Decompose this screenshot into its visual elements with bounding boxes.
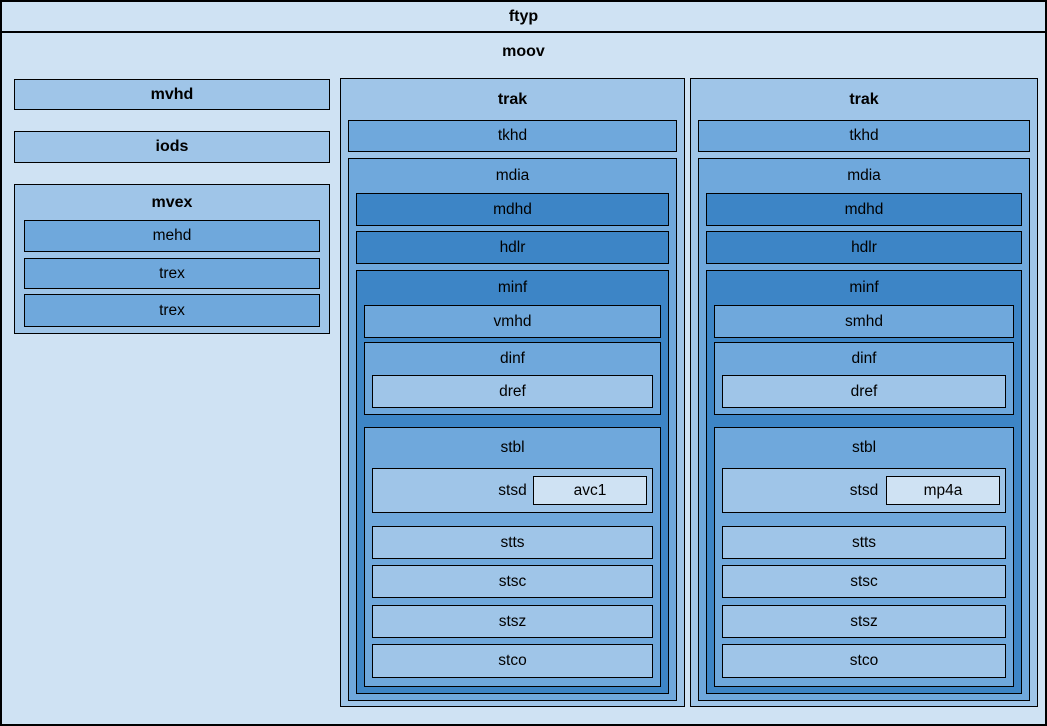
box-iods: iods [14,131,330,163]
box-stts-2: stts [722,526,1006,559]
dinf-1-label: dinf [500,350,525,367]
mehd-label: mehd [152,227,192,244]
box-dref-1: dref [372,375,653,408]
stco-1-label: stco [498,652,527,669]
box-minf-2: minf smhd dinf dref stbl [706,270,1022,694]
minf-1-label: minf [497,279,528,296]
box-stsd-2: stsd mp4a [722,468,1006,513]
box-stsz-1: stsz [372,605,653,638]
box-dref-2: dref [722,375,1006,408]
box-hdlr-2: hdlr [706,231,1022,264]
box-stsd-1: stsd avc1 [372,468,653,513]
box-moov: moov mvhd iods mvex mehd trex [2,33,1045,724]
box-trak-1: trak tkhd mdia mdhd hdlr minf vmhd [340,78,685,707]
box-stco-1: stco [372,644,653,678]
box-avc1: avc1 [533,476,647,505]
box-stsz-2: stsz [722,605,1006,638]
box-stsc-1: stsc [372,565,653,598]
mvhd-label: mvhd [150,85,194,103]
tkhd-1-label: tkhd [497,127,528,144]
dinf-2-label: dinf [851,350,877,367]
stsz-1-label: stsz [498,612,527,630]
vmhd-label: vmhd [493,312,532,330]
box-trex-1: trex [24,258,320,289]
iods-label: iods [155,138,189,155]
box-tkhd-2: tkhd [698,120,1030,152]
box-mdhd-2: mdhd [706,193,1022,226]
trex-1-label: trex [159,264,185,282]
hdlr-2-label: hdlr [851,238,877,256]
mp4a-label: mp4a [923,481,963,499]
trex-2-label: trex [159,301,185,319]
trak-1-label: trak [497,90,528,108]
stsz-2-label: stsz [850,612,878,630]
box-tkhd-1: tkhd [348,120,677,152]
stsd-1-label: stsd [498,481,527,499]
box-dinf-1: dinf dref [364,342,661,415]
box-hdlr-1: hdlr [356,231,669,264]
mdia-2-label: mdia [847,167,881,184]
left-column: mvhd iods mvex mehd trex trex [14,71,330,334]
moov-content: mvhd iods mvex mehd trex trex [2,71,1045,724]
mdhd-1-label: mdhd [493,200,532,218]
dref-2-label: dref [850,382,878,400]
box-mdhd-1: mdhd [356,193,669,226]
box-dinf-2: dinf dref [714,342,1014,415]
box-mehd: mehd [24,220,320,252]
hdlr-1-label: hdlr [499,238,526,256]
box-stco-2: stco [722,644,1006,678]
stsc-1-label: stsc [498,572,527,590]
box-mp4a: mp4a [886,476,1000,505]
box-mvex: mvex mehd trex trex [14,184,330,334]
mdia-1-label: mdia [495,167,530,184]
box-trak-2: trak tkhd mdia mdhd hdlr minf smhd [690,78,1038,707]
box-trex-2: trex [24,294,320,327]
stts-2-label: stts [851,533,877,551]
tkhd-2-label: tkhd [849,127,879,144]
box-smhd: smhd [714,305,1014,338]
minf-2-label: minf [849,279,879,296]
dref-1-label: dref [499,382,526,400]
box-stts-1: stts [372,526,653,559]
box-mdia-2: mdia mdhd hdlr minf smhd dinf [698,158,1030,701]
mdhd-2-label: mdhd [844,200,884,218]
moov-label: moov [502,43,545,60]
mvex-label: mvex [151,193,193,211]
smhd-label: smhd [845,312,883,330]
stbl-2-label: stbl [851,439,877,456]
stsd-2-label: stsd [849,481,879,499]
box-stsc-2: stsc [722,565,1006,598]
stco-2-label: stco [849,652,879,669]
box-mdia-1: mdia mdhd hdlr minf vmhd dinf [348,158,677,701]
box-ftyp: ftyp [2,2,1045,33]
avc1-label: avc1 [573,481,607,499]
box-stbl-1: stbl stsd avc1 stts stsc [364,427,661,687]
stbl-1-label: stbl [500,439,525,456]
stsc-2-label: stsc [850,572,878,590]
box-minf-1: minf vmhd dinf dref stbl [356,270,669,694]
ftyp-label: ftyp [508,7,539,25]
trak-2-label: trak [849,90,879,108]
box-vmhd: vmhd [364,305,661,338]
box-mvhd: mvhd [14,79,330,110]
stts-1-label: stts [500,533,525,551]
box-stbl-2: stbl stsd mp4a stts stsc [714,427,1014,687]
